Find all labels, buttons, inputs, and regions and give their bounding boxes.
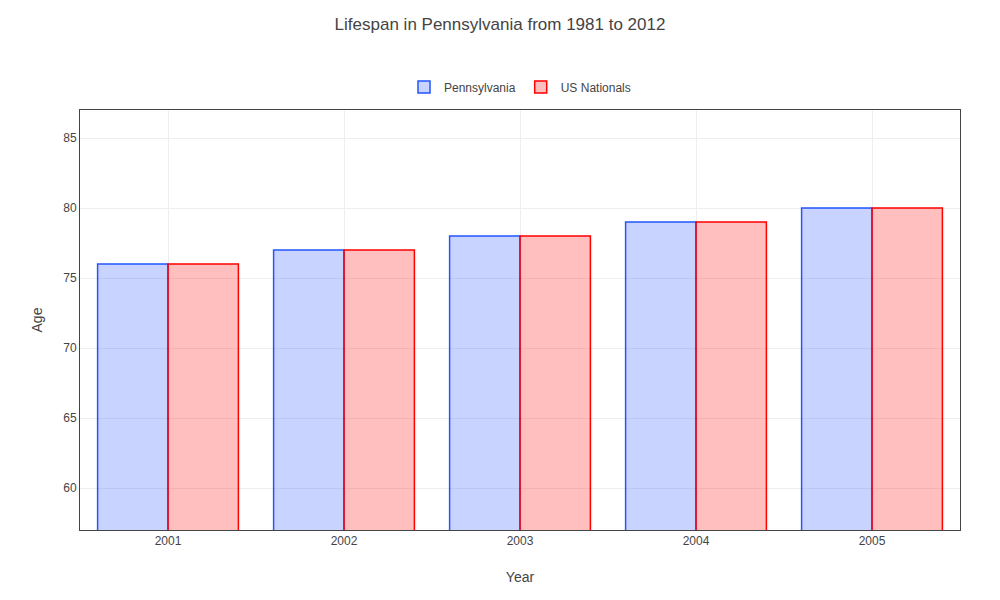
svg-text:2001: 2001 <box>155 534 182 548</box>
svg-text:65: 65 <box>63 411 77 425</box>
svg-text:Year: Year <box>506 569 535 585</box>
svg-text:US Nationals: US Nationals <box>561 81 631 95</box>
svg-text:85: 85 <box>63 131 77 145</box>
svg-text:80: 80 <box>63 201 77 215</box>
svg-text:2004: 2004 <box>683 534 710 548</box>
svg-text:2005: 2005 <box>859 534 886 548</box>
svg-text:Age: Age <box>29 307 45 332</box>
svg-text:2002: 2002 <box>331 534 358 548</box>
svg-text:Lifespan in Pennsylvania from: Lifespan in Pennsylvania from 1981 to 20… <box>335 15 666 34</box>
svg-text:Pennsylvania: Pennsylvania <box>444 81 516 95</box>
svg-text:75: 75 <box>63 271 77 285</box>
svg-text:60: 60 <box>63 481 77 495</box>
svg-text:70: 70 <box>63 341 77 355</box>
svg-text:2003: 2003 <box>507 534 534 548</box>
